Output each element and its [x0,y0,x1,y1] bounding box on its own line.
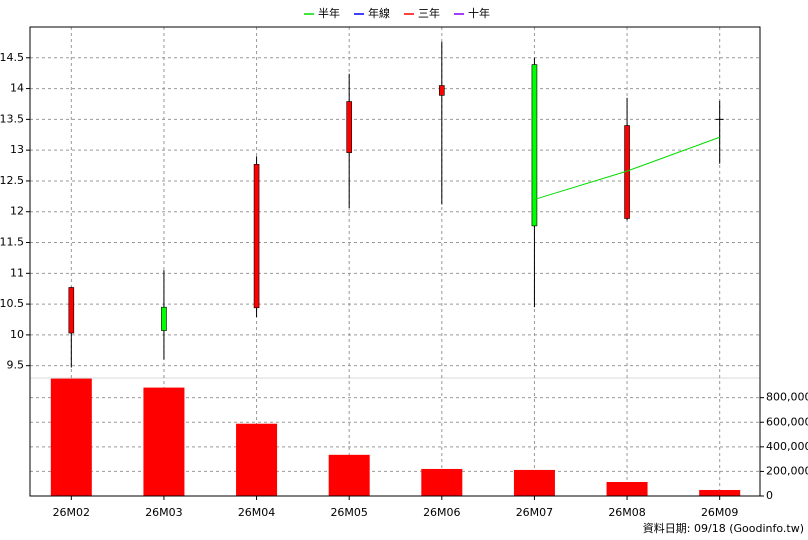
volume-bar [699,489,741,496]
footnote: 資料日期: 09/18 (Goodinfo.tw) [643,521,804,535]
volume-bar [328,454,370,496]
volume-bar [236,423,278,496]
y2-tick-label: 800,000 [766,391,808,404]
legend-label: 年線 [368,6,390,20]
y-tick-label: 9.5 [7,359,25,372]
x-tick-label: 26M07 [516,506,554,519]
volume-bar [50,378,92,496]
y-tick-label: 14 [10,82,24,95]
x-tick-label: 26M03 [145,506,183,519]
candle-body [161,306,167,331]
x-tick-label: 26M05 [330,506,368,519]
volume-bar [421,468,463,496]
ma-line [534,136,720,200]
volume-bar [606,481,648,496]
y2-tick-label: 400,000 [766,440,808,453]
y-tick-label: 12.5 [0,174,24,187]
y-tick-label: 11 [10,266,24,279]
y2-tick-label: 600,000 [766,415,808,428]
candle-body [253,164,260,309]
y-tick-label: 14.5 [0,51,24,64]
x-tick-label: 26M02 [53,506,91,519]
legend-label: 半年 [318,6,340,20]
candle-body [68,287,75,334]
volume-bar [143,387,185,496]
legend-label: 十年 [468,6,490,20]
volume-bar [513,469,555,496]
candle-body [346,101,352,153]
x-tick-label: 26M08 [608,506,646,519]
y-tick-label: 10.5 [0,297,24,310]
plot-frame [29,26,761,497]
y2-tick-label: 200,000 [766,464,808,477]
x-tick-label: 26M04 [238,506,276,519]
y-tick-label: 13 [10,143,24,156]
y-tick-label: 10 [10,328,24,341]
legend-label: 三年 [418,6,440,20]
x-tick-label: 26M06 [423,506,461,519]
y-tick-label: 11.5 [0,236,24,249]
candle-body [439,85,445,96]
y2-tick-label: 0 [766,489,773,502]
x-tick-label: 26M09 [701,506,739,519]
candle-body [531,64,538,227]
y-tick-label: 13.5 [0,112,24,125]
y-tick-label: 12 [10,205,24,218]
